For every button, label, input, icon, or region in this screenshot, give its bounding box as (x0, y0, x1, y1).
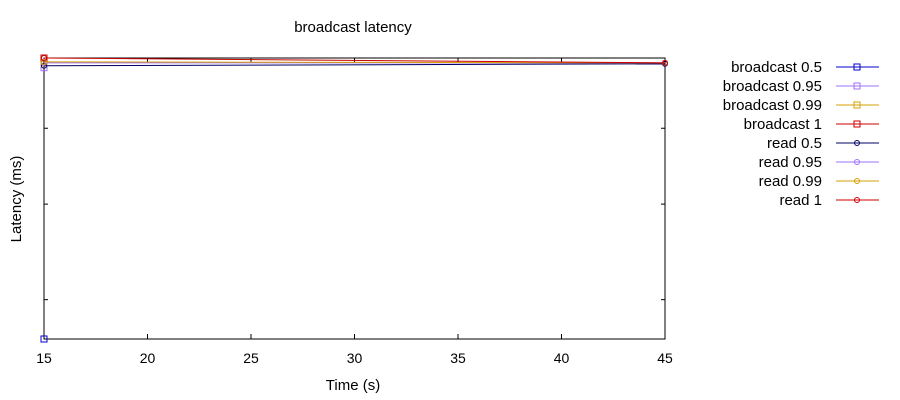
x-tick-label: 20 (140, 350, 156, 366)
chart-title: broadcast latency (294, 19, 412, 36)
legend-label: read 0.99 (759, 173, 822, 190)
legend-marker (853, 82, 861, 90)
series-layer (40, 54, 668, 343)
x-tick-label: 45 (657, 350, 673, 366)
x-tick-labels: 15 20 25 30 35 40 45 (36, 350, 673, 366)
data-point (41, 58, 47, 65)
legend-label: read 1 (779, 192, 822, 209)
legend-item: broadcast 0.99 (723, 97, 879, 114)
legend-label: broadcast 0.95 (723, 78, 822, 95)
legend-item: broadcast 1 (744, 116, 879, 133)
x-tick-label: 15 (36, 350, 52, 366)
data-point (41, 55, 47, 61)
series-broadcast-0-5 (40, 335, 48, 343)
series-line (43, 57, 666, 64)
legend-marker (853, 120, 861, 128)
x-axis-label: Time (s) (326, 377, 380, 394)
legend-item: broadcast 0.95 (723, 78, 879, 95)
legend: broadcast 0.5 broadcast 0.95 broadcast 0.9… (723, 59, 879, 209)
legend-item: broadcast 0.5 (731, 59, 879, 76)
legend-label: broadcast 0.99 (723, 97, 822, 114)
series-read-1 (41, 55, 668, 66)
legend-label: broadcast 1 (744, 116, 822, 133)
series-line (43, 61, 666, 64)
legend-label: broadcast 0.5 (731, 59, 822, 76)
legend-item: read 0.99 (759, 173, 879, 190)
data-point (662, 59, 668, 66)
x-tick-label: 30 (347, 350, 363, 366)
plot-area-border (43, 57, 666, 340)
series-line (43, 63, 666, 67)
legend-label: read 0.95 (759, 154, 822, 171)
x-tick-label: 40 (554, 350, 570, 366)
legend-marker (854, 140, 860, 146)
legend-marker (854, 197, 860, 203)
x-tick-label: 25 (243, 350, 259, 366)
legend-item: read 0.95 (759, 154, 879, 171)
legend-marker (854, 159, 860, 165)
legend-item: read 1 (779, 192, 879, 209)
legend-marker (853, 63, 861, 71)
legend-marker (853, 101, 861, 109)
legend-label: read 0.5 (767, 135, 822, 152)
legend-item: read 0.5 (767, 135, 879, 152)
axis-ticks (43, 58, 666, 339)
y-axis-label: Latency (ms) (8, 156, 25, 243)
legend-marker (854, 178, 860, 184)
x-tick-label: 35 (450, 350, 466, 366)
data-point (40, 335, 48, 343)
